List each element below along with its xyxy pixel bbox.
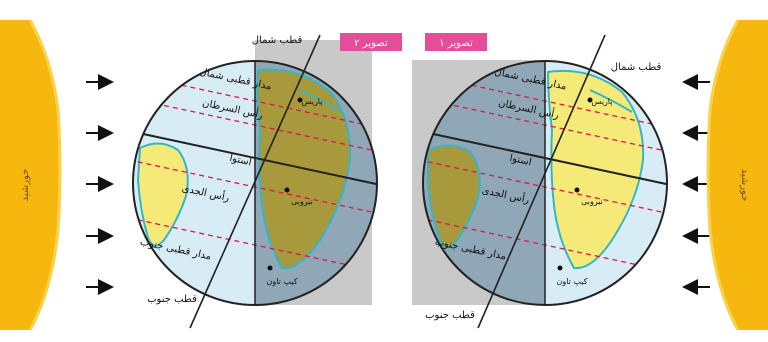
- city-mid-label-right: نیروبی: [581, 197, 603, 206]
- city-south-label-left: کیپ تاون: [266, 277, 297, 286]
- earth-axis-right: [477, 34, 606, 329]
- sun-label-right: خورشید: [739, 169, 750, 202]
- badge-figure-2-label: تصویر ۲: [354, 38, 388, 49]
- globe-figure-1: [412, 34, 668, 329]
- north-pole-label-right: قطب شمال: [611, 62, 662, 73]
- globe-figure-2: [132, 34, 378, 329]
- south-pole-label-left: قطب جنوب: [147, 294, 197, 305]
- equator-label-right: استوا: [509, 153, 533, 168]
- city-south-label-right: کیپ تاون: [556, 277, 587, 286]
- sun-right: خورشید: [706, 19, 768, 331]
- sun-left: خورشید: [0, 19, 62, 331]
- sun-label-left: خورشید: [20, 169, 31, 202]
- city-mid-label-left: نیروبی: [291, 197, 313, 206]
- city-north-label-right: پاریس: [592, 97, 613, 106]
- badge-figure-2: تصویر ۲: [340, 33, 402, 51]
- north-pole-label-left: قطب شمال: [252, 35, 303, 46]
- city-north-label-left: پاریس: [302, 97, 323, 106]
- sunlight-arrows-right: [682, 74, 710, 295]
- badge-figure-1-label: تصویر ۱: [439, 38, 473, 49]
- sunlight-arrows-left: [86, 74, 114, 295]
- badge-figure-1: تصویر ۱: [425, 33, 487, 51]
- south-pole-label-right: قطب جنوب: [425, 310, 475, 321]
- earth-axis-left: [189, 34, 321, 329]
- equator-label-left: استوا: [229, 153, 253, 168]
